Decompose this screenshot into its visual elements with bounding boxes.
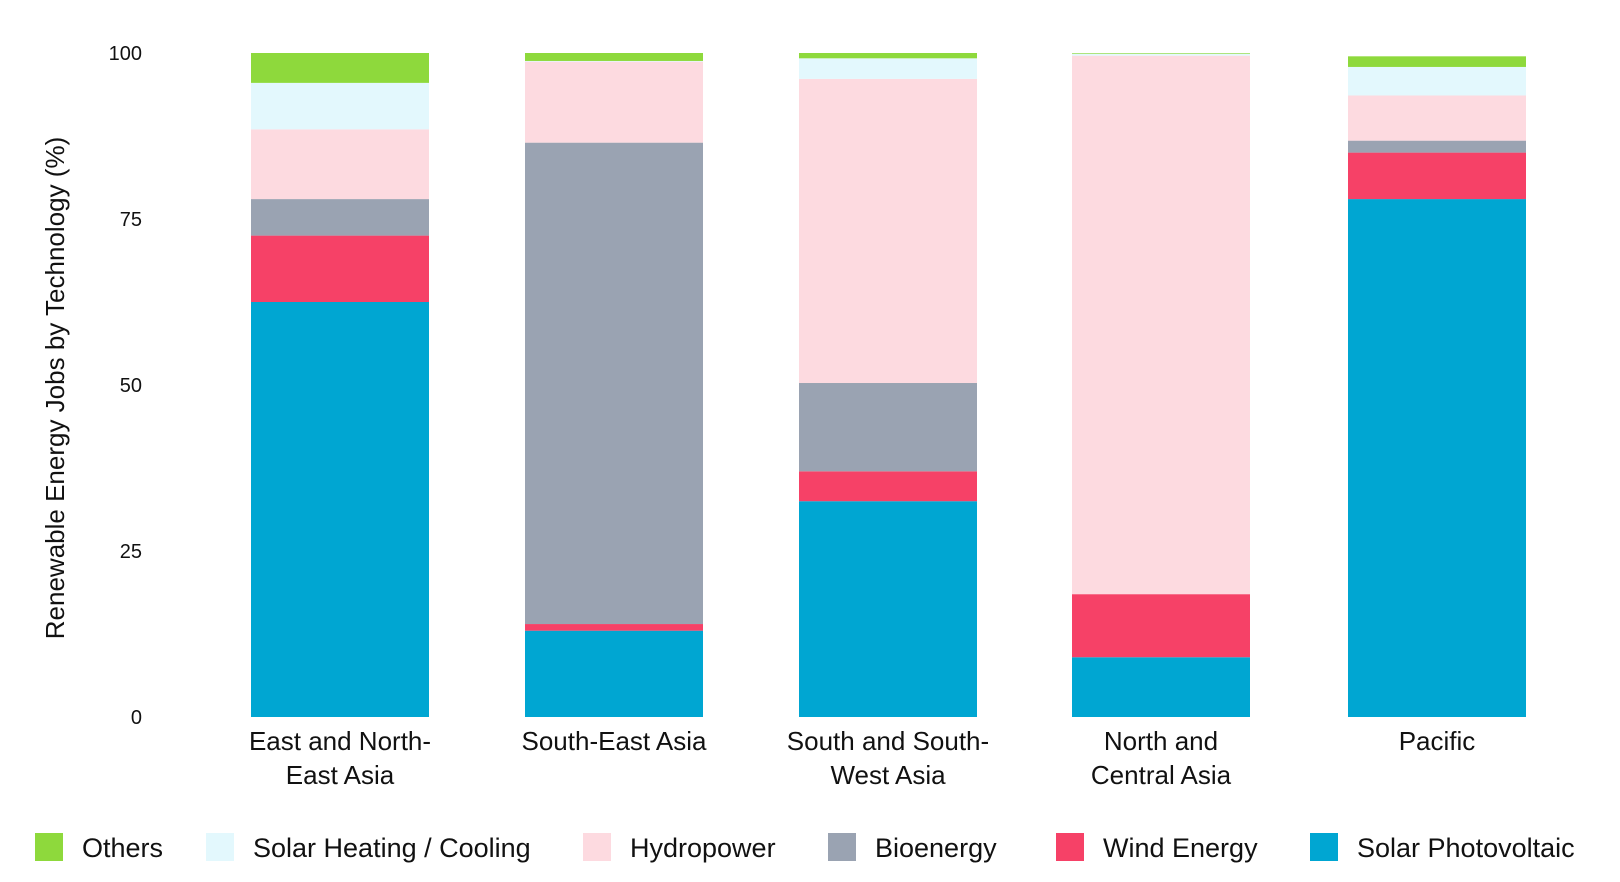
bar-segment xyxy=(1072,53,1250,54)
x-category-label: North and xyxy=(1104,726,1218,756)
x-axis-labels: East and North- East Asia South-East Asia S… xyxy=(249,726,1475,790)
x-category-label: South and South- xyxy=(787,726,989,756)
legend-swatch xyxy=(206,833,234,861)
bar-stack xyxy=(525,53,703,717)
bar-segment xyxy=(525,53,703,61)
bar-segment xyxy=(1072,594,1250,658)
legend-item: Wind Energy xyxy=(1056,833,1258,863)
bar-segment xyxy=(1348,95,1526,141)
bar-stack xyxy=(1072,53,1250,717)
x-category-label: West Asia xyxy=(830,760,946,790)
legend-label: Hydropower xyxy=(630,833,776,863)
bar-segment xyxy=(251,82,429,130)
bar-segment xyxy=(251,199,429,236)
y-tick-label: 25 xyxy=(120,541,142,563)
bar-segment xyxy=(251,53,429,83)
legend-swatch xyxy=(35,833,63,861)
bar-segment xyxy=(799,383,977,472)
legend-label: Wind Energy xyxy=(1103,833,1258,863)
x-category-label: Central Asia xyxy=(1091,760,1232,790)
bar-segment xyxy=(525,624,703,631)
x-category-label: South-East Asia xyxy=(522,726,708,756)
y-tick-label: 50 xyxy=(120,375,142,397)
legend-item: Others xyxy=(35,833,163,863)
legend-swatch xyxy=(828,833,856,861)
bar-segment xyxy=(799,53,977,59)
legend-label: Solar Heating / Cooling xyxy=(253,833,531,863)
legend: Others Solar Heating / Cooling Hydropower B… xyxy=(35,833,1575,863)
bar-segment xyxy=(525,61,703,143)
bar-segment xyxy=(251,235,429,302)
legend-item: Solar Heating / Cooling xyxy=(206,833,531,863)
y-axis-label: Renewable Energy Jobs by Technology (%) xyxy=(40,137,70,639)
legend-label: Others xyxy=(82,833,163,863)
legend-label: Solar Photovoltaic xyxy=(1357,833,1575,863)
legend-swatch xyxy=(1056,833,1084,861)
bar-segment xyxy=(1072,657,1250,717)
bar-stack xyxy=(251,53,429,717)
legend-item: Hydropower xyxy=(583,833,776,863)
bar-segment xyxy=(251,129,429,200)
y-tick-label: 0 xyxy=(131,707,142,729)
legend-item: Solar Photovoltaic xyxy=(1310,833,1575,863)
legend-label: Bioenergy xyxy=(875,833,997,863)
bar-segment xyxy=(1348,199,1526,717)
x-category-label: East and North- xyxy=(249,726,431,756)
x-category-label: Pacific xyxy=(1399,726,1476,756)
y-tick-label: 100 xyxy=(109,43,142,65)
bar-stack xyxy=(1348,56,1526,717)
bar-segment xyxy=(1348,152,1526,200)
bar-segment xyxy=(799,471,977,502)
bar-segment xyxy=(1348,66,1526,96)
bars xyxy=(251,53,1526,717)
x-category-label: East Asia xyxy=(286,760,395,790)
bar-segment xyxy=(1348,140,1526,153)
legend-item: Bioenergy xyxy=(828,833,997,863)
bar-segment xyxy=(525,60,703,62)
legend-swatch xyxy=(1310,833,1338,861)
y-tick-label: 75 xyxy=(120,209,142,231)
bar-segment xyxy=(525,142,703,625)
bar-segment xyxy=(799,501,977,717)
bar-segment xyxy=(799,78,977,384)
bar-segment xyxy=(525,630,703,717)
y-axis-ticks: 0 25 50 75 100 xyxy=(109,43,142,729)
bar-segment xyxy=(1348,56,1526,67)
bar-segment xyxy=(1072,55,1250,595)
legend-swatch xyxy=(583,833,611,861)
bar-segment xyxy=(1072,53,1250,56)
bar-segment xyxy=(251,302,429,717)
bar-stack xyxy=(799,53,977,717)
bar-segment xyxy=(799,58,977,79)
